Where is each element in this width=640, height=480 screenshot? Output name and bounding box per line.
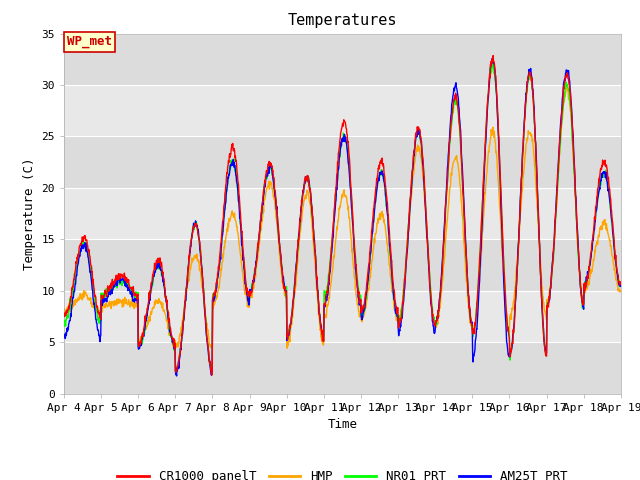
- CR1000 panelT: [489, 53, 497, 59]
- NR01 PRT: [429, 314, 437, 320]
- AM25T PRT: [173, 373, 180, 379]
- Text: WP_met: WP_met: [67, 36, 112, 48]
- Line: HMP: HMP: [64, 88, 621, 348]
- NR01 PRT: [246, 291, 254, 297]
- CR1000 panelT: [60, 312, 68, 318]
- NR01 PRT: [60, 324, 68, 329]
- Title: Temperatures: Temperatures: [287, 13, 397, 28]
- CR1000 panelT: [502, 308, 510, 313]
- CR1000 panelT: [617, 281, 625, 287]
- AM25T PRT: [246, 290, 254, 296]
- HMP: [209, 346, 216, 351]
- AM25T PRT: [488, 56, 496, 61]
- HMP: [170, 337, 178, 343]
- Bar: [64, 34, 621, 85]
- Line: AM25T PRT: AM25T PRT: [64, 59, 621, 376]
- HMP: [429, 313, 437, 319]
- Legend: CR1000 panelT, HMP, NR01 PRT, AM25T PRT: CR1000 panelT, HMP, NR01 PRT, AM25T PRT: [113, 465, 572, 480]
- AM25T PRT: [170, 345, 178, 350]
- Bar: [64, 291, 621, 342]
- CR1000 panelT: [184, 269, 191, 275]
- Line: NR01 PRT: NR01 PRT: [64, 60, 621, 372]
- CR1000 panelT: [552, 214, 559, 219]
- NR01 PRT: [552, 220, 559, 226]
- AM25T PRT: [552, 215, 559, 221]
- CR1000 panelT: [429, 317, 437, 323]
- HMP: [551, 221, 559, 227]
- HMP: [60, 307, 68, 313]
- Bar: [64, 342, 621, 394]
- NR01 PRT: [502, 307, 510, 312]
- CR1000 panelT: [246, 293, 254, 299]
- Line: CR1000 panelT: CR1000 panelT: [64, 56, 621, 375]
- AM25T PRT: [502, 331, 510, 337]
- Bar: [64, 188, 621, 240]
- AM25T PRT: [617, 281, 625, 287]
- NR01 PRT: [170, 348, 178, 353]
- HMP: [184, 279, 191, 285]
- HMP: [502, 308, 509, 314]
- NR01 PRT: [489, 58, 497, 63]
- CR1000 panelT: [208, 372, 216, 378]
- CR1000 panelT: [170, 345, 178, 351]
- HMP: [246, 295, 254, 300]
- HMP: [563, 85, 570, 91]
- NR01 PRT: [208, 370, 216, 375]
- NR01 PRT: [617, 283, 625, 289]
- AM25T PRT: [184, 265, 192, 271]
- HMP: [617, 288, 625, 294]
- Bar: [64, 136, 621, 188]
- AM25T PRT: [429, 323, 437, 329]
- Y-axis label: Temperature (C): Temperature (C): [23, 157, 36, 270]
- Bar: [64, 240, 621, 291]
- X-axis label: Time: Time: [328, 418, 357, 431]
- AM25T PRT: [60, 334, 68, 340]
- NR01 PRT: [184, 269, 191, 275]
- Bar: [64, 85, 621, 136]
